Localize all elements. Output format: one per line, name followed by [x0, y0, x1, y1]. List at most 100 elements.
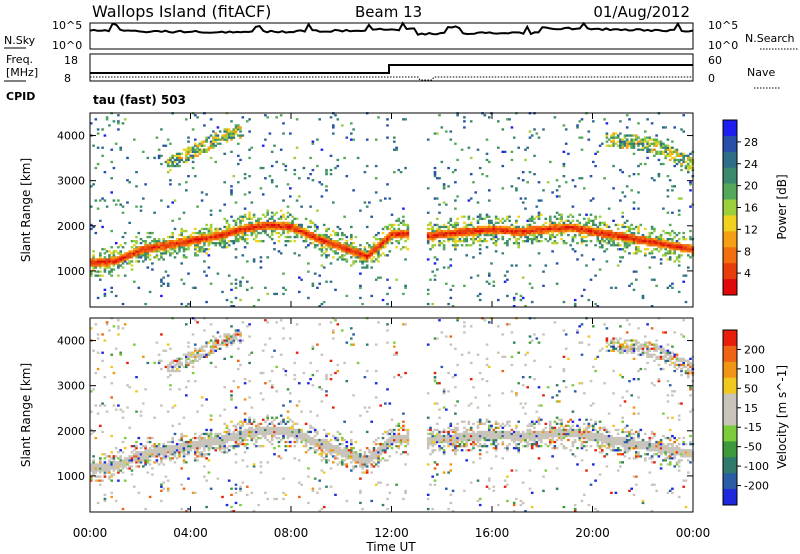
velocity-cell — [300, 430, 303, 434]
velocity-cell — [171, 438, 174, 442]
power-cell — [555, 195, 559, 198]
power-cell — [621, 233, 624, 237]
power-cell — [614, 231, 618, 235]
power-cell — [114, 294, 118, 298]
power-cell — [564, 242, 568, 245]
power-cell — [381, 252, 385, 255]
power-cell — [316, 233, 319, 237]
velocity-cell — [313, 477, 317, 480]
velocity-cell — [225, 440, 229, 444]
velocity-cell — [277, 455, 281, 458]
power-cell — [526, 240, 529, 243]
power-cell — [673, 231, 676, 235]
power-cell — [200, 250, 204, 253]
power-cell — [650, 142, 654, 145]
velocity-cell — [196, 321, 199, 324]
power-cell — [601, 221, 604, 224]
velocity-cell — [151, 455, 154, 458]
power-cell — [322, 235, 326, 239]
power-cell — [614, 286, 618, 289]
power-cell — [501, 229, 505, 233]
velocity-cell — [164, 447, 168, 450]
velocity-cell — [92, 463, 95, 466]
power-cell — [121, 235, 125, 239]
power-cell — [478, 240, 482, 243]
power-cell — [571, 219, 575, 222]
power-cell — [374, 248, 378, 251]
power-cell — [173, 240, 177, 243]
power-cell — [270, 238, 274, 241]
power-cell — [490, 231, 493, 235]
power-cell — [169, 168, 172, 172]
velocity-cell — [388, 491, 392, 494]
power-cell — [406, 225, 410, 229]
power-cell — [119, 264, 122, 267]
velocity-cell — [178, 443, 181, 446]
power-cell — [474, 238, 477, 241]
velocity-cell — [232, 438, 236, 442]
power-cell — [666, 240, 670, 243]
power-cell — [121, 302, 125, 306]
power-cell — [225, 246, 229, 249]
power-cell — [227, 274, 231, 277]
power-cell — [544, 264, 548, 267]
power-cell — [295, 146, 299, 149]
power-cell — [365, 252, 369, 255]
power-cell — [463, 284, 466, 287]
power-cell — [657, 152, 661, 155]
velocity-cell — [316, 369, 319, 373]
velocity-cell — [223, 408, 226, 411]
power-cell — [637, 240, 640, 243]
power-cell — [270, 231, 274, 235]
power-cell — [635, 252, 638, 255]
power-cell — [205, 138, 208, 141]
power-cell — [510, 231, 514, 235]
power-cell — [677, 260, 681, 263]
power-cell — [485, 225, 489, 229]
velocity-cell — [325, 376, 328, 379]
power-cell — [404, 235, 407, 239]
power-cell — [668, 148, 672, 151]
power-cell — [390, 231, 394, 235]
power-cell — [225, 136, 229, 139]
velocity-cell — [241, 436, 245, 440]
power-cell — [596, 240, 600, 243]
power-cell — [110, 177, 113, 180]
power-cell — [628, 235, 631, 239]
power-cell — [592, 160, 595, 164]
power-cell — [227, 130, 231, 133]
velocity-cell — [203, 432, 206, 436]
power-cell — [277, 231, 281, 235]
power-cell — [503, 274, 507, 277]
power-cell — [189, 238, 193, 241]
power-cell — [528, 282, 532, 285]
power-cell — [551, 223, 554, 227]
velocity-cell — [388, 445, 392, 448]
power-cell — [316, 244, 319, 247]
velocity-cell — [130, 455, 134, 458]
velocity-cell — [386, 459, 389, 462]
power-cell — [666, 148, 670, 151]
power-cell — [406, 231, 410, 235]
velocity-cell — [169, 447, 172, 450]
power-cell — [653, 256, 656, 259]
power-cell — [610, 136, 613, 139]
velocity-cell — [293, 440, 297, 444]
velocity-cell — [133, 459, 136, 462]
power-cell — [605, 134, 609, 137]
power-cell — [682, 158, 685, 162]
power-cell — [126, 254, 129, 257]
velocity-cell — [96, 465, 100, 468]
power-cell — [671, 189, 674, 192]
velocity-cell — [157, 449, 161, 452]
power-cell — [90, 264, 93, 267]
velocity-cell — [270, 436, 274, 440]
power-cell — [171, 231, 174, 235]
power-cell — [567, 233, 570, 237]
power-cell — [476, 231, 480, 235]
power-cell — [279, 252, 283, 255]
power-cell — [677, 209, 681, 212]
velocity-cell — [203, 436, 206, 440]
power-cell — [644, 252, 647, 255]
power-cell — [221, 138, 224, 141]
